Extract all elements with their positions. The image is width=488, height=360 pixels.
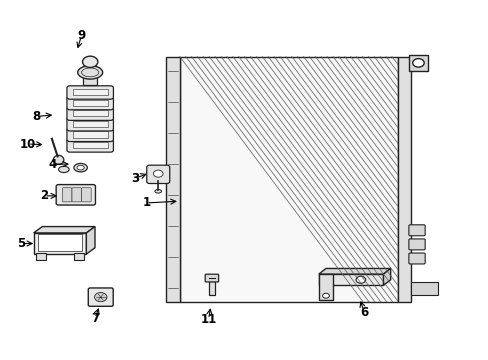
Ellipse shape [59,166,69,172]
Ellipse shape [77,165,84,170]
Bar [34,233,86,254]
Bar [36,253,46,260]
FancyBboxPatch shape [81,188,91,202]
FancyBboxPatch shape [408,225,424,236]
Bar [73,110,107,117]
Bar [39,234,81,251]
Circle shape [153,170,163,177]
Bar [83,77,97,85]
Circle shape [94,293,107,302]
Bar [408,55,427,71]
Bar [208,281,215,294]
Text: 7: 7 [91,312,99,325]
FancyBboxPatch shape [67,86,113,99]
Polygon shape [318,269,390,274]
Text: 1: 1 [142,197,150,210]
FancyBboxPatch shape [408,239,424,250]
Polygon shape [180,57,397,302]
Bar [73,142,107,148]
Bar [166,57,180,302]
Bar [73,89,107,95]
Circle shape [412,59,423,67]
Ellipse shape [74,163,87,172]
Text: 4: 4 [49,158,57,171]
Polygon shape [318,274,383,285]
Bar [74,253,84,260]
Circle shape [322,293,328,298]
FancyBboxPatch shape [67,128,113,141]
Polygon shape [34,226,95,233]
Text: 11: 11 [200,313,216,326]
FancyBboxPatch shape [67,107,113,120]
Polygon shape [383,269,390,285]
FancyBboxPatch shape [146,165,169,184]
Text: 3: 3 [131,172,139,185]
Ellipse shape [155,189,161,193]
Text: 10: 10 [20,138,36,150]
FancyBboxPatch shape [67,139,113,152]
Ellipse shape [53,155,64,165]
Bar [73,121,107,127]
Text: 2: 2 [40,189,48,202]
Ellipse shape [78,66,102,79]
Polygon shape [86,226,95,254]
Bar [397,57,410,302]
FancyBboxPatch shape [56,185,95,205]
Text: 6: 6 [360,306,367,319]
Text: 9: 9 [77,29,85,42]
FancyBboxPatch shape [72,188,81,202]
Polygon shape [410,282,437,294]
FancyBboxPatch shape [67,96,113,110]
Bar [73,131,107,138]
Text: 8: 8 [32,110,40,123]
Circle shape [82,56,98,67]
Text: 5: 5 [18,237,26,250]
Polygon shape [318,274,332,300]
Circle shape [355,276,365,283]
FancyBboxPatch shape [67,118,113,131]
FancyBboxPatch shape [408,253,424,264]
Bar [73,100,107,106]
FancyBboxPatch shape [205,274,218,282]
FancyBboxPatch shape [62,188,72,202]
FancyBboxPatch shape [88,288,113,306]
